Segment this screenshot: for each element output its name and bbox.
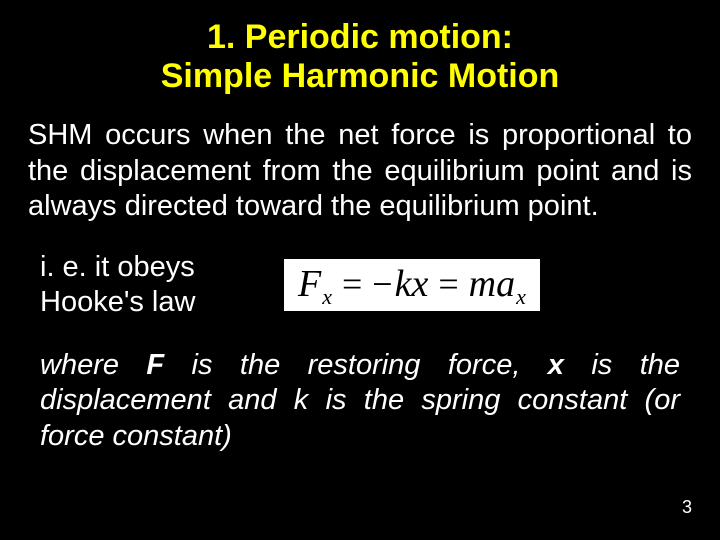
p2-F: F (146, 349, 164, 381)
hooke-line-2: Hooke's law (40, 286, 195, 318)
eq-m: m (469, 265, 496, 303)
slide-title: 1. Periodic motion: Simple Harmonic Moti… (28, 18, 692, 96)
hooke-line-1: i. e. it obeys (40, 251, 195, 283)
eq-equals-1: = (342, 266, 362, 302)
eq-k: k (395, 265, 412, 303)
title-line-2: Simple Harmonic Motion (28, 57, 692, 96)
p2-x: x (548, 349, 564, 381)
eq-F-sub: x (322, 286, 332, 308)
eq-x: x (411, 265, 428, 303)
explanation-paragraph: where F is the restoring force, x is the… (40, 348, 680, 454)
eq-a: a (496, 265, 515, 303)
p2-mid1: is the restoring force, (164, 349, 548, 381)
hooke-row: i. e. it obeys Hooke's law F x = − k x =… (40, 250, 692, 320)
page-number: 3 (682, 497, 692, 518)
eq-neg: − (372, 266, 392, 302)
hooke-label: i. e. it obeys Hooke's law (40, 250, 260, 320)
p2-pre: where (40, 349, 146, 381)
title-line-1: 1. Periodic motion: (28, 18, 692, 57)
eq-F: F (298, 265, 321, 303)
eq-a-sub: x (516, 286, 526, 308)
eq-equals-2: = (438, 266, 458, 302)
definition-paragraph: SHM occurs when the net force is proport… (28, 118, 692, 224)
hooke-equation: F x = − k x = m a x (284, 259, 540, 311)
slide: 1. Periodic motion: Simple Harmonic Moti… (0, 0, 720, 540)
